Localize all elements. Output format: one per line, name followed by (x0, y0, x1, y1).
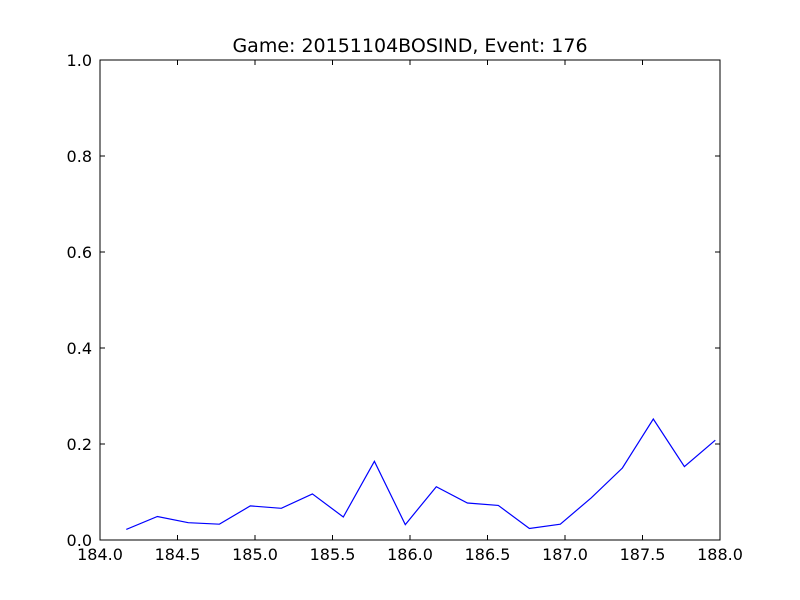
series-line-0 (126, 417, 716, 530)
x-tick-label: 185.5 (310, 545, 356, 564)
plot-frame (99, 59, 721, 541)
x-tick-label: 184.5 (155, 545, 201, 564)
y-tick-label: 0.2 (67, 435, 92, 454)
x-tick-label: 187.0 (542, 545, 588, 564)
y-tick-label: 0.4 (67, 339, 92, 358)
y-tick-label: 1.0 (67, 51, 92, 70)
x-tick-label: 185.0 (232, 545, 278, 564)
tick-layer: 184.0 184.5 185.0 185.5 186.0 186.5 187.0 187.5… (67, 51, 743, 564)
x-tick-label: 187.5 (620, 545, 666, 564)
y-tick-label: 0.0 (67, 531, 92, 550)
series-layer (126, 417, 716, 530)
x-tick-label: 186.0 (387, 545, 433, 564)
x-tick-label: 186.5 (465, 545, 511, 564)
y-tick-label: 0.6 (67, 243, 92, 262)
chart-title: Game: 20151104BOSIND, Event: 176 (232, 35, 587, 57)
x-tick-label: 184.0 (77, 545, 123, 564)
y-tick-label: 0.8 (67, 147, 92, 166)
x-tick-label: 188.0 (697, 545, 743, 564)
